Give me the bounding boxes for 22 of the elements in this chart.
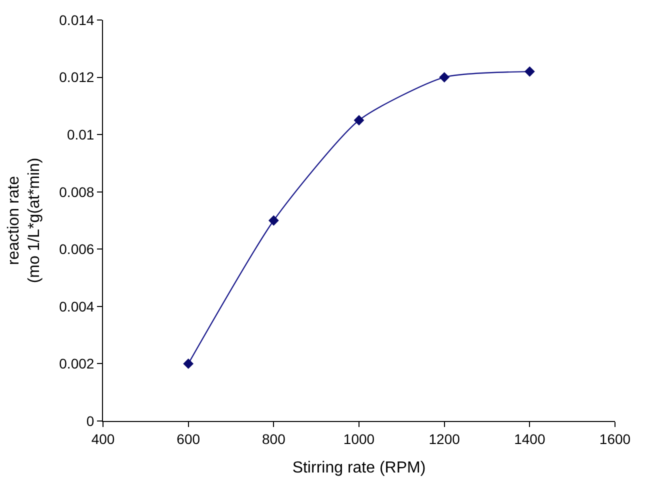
x-tick-label: 600 [176, 430, 200, 447]
y-tick-label: 0 [86, 412, 94, 429]
point [524, 66, 535, 77]
x-axis-title: Stirring rate (RPM) [292, 460, 426, 476]
point [268, 215, 279, 226]
x-tick-label: 1000 [343, 430, 375, 447]
point [439, 72, 450, 82]
x-tick-label: 400 [91, 430, 115, 447]
y-tick-label: 0.006 [59, 241, 94, 258]
y-tick-label: 0.008 [59, 184, 94, 200]
x-tick-label: 1200 [428, 430, 460, 447]
y-axis-title: reaction rate (mo 1/L*g(at*min) [5, 158, 44, 284]
x-tick-label: 1600 [599, 430, 631, 447]
x-tick-label: 800 [262, 430, 286, 447]
point [354, 115, 364, 126]
y-tick-label: 0.014 [59, 12, 94, 28]
y-tick-label: 0.002 [59, 356, 94, 372]
y-tick-label: 0.012 [59, 69, 94, 86]
y-tick-label: 0.01 [66, 126, 94, 142]
y-tick-label: 0.004 [59, 298, 94, 314]
point [183, 358, 194, 369]
x-tick-label: 1400 [514, 430, 546, 447]
